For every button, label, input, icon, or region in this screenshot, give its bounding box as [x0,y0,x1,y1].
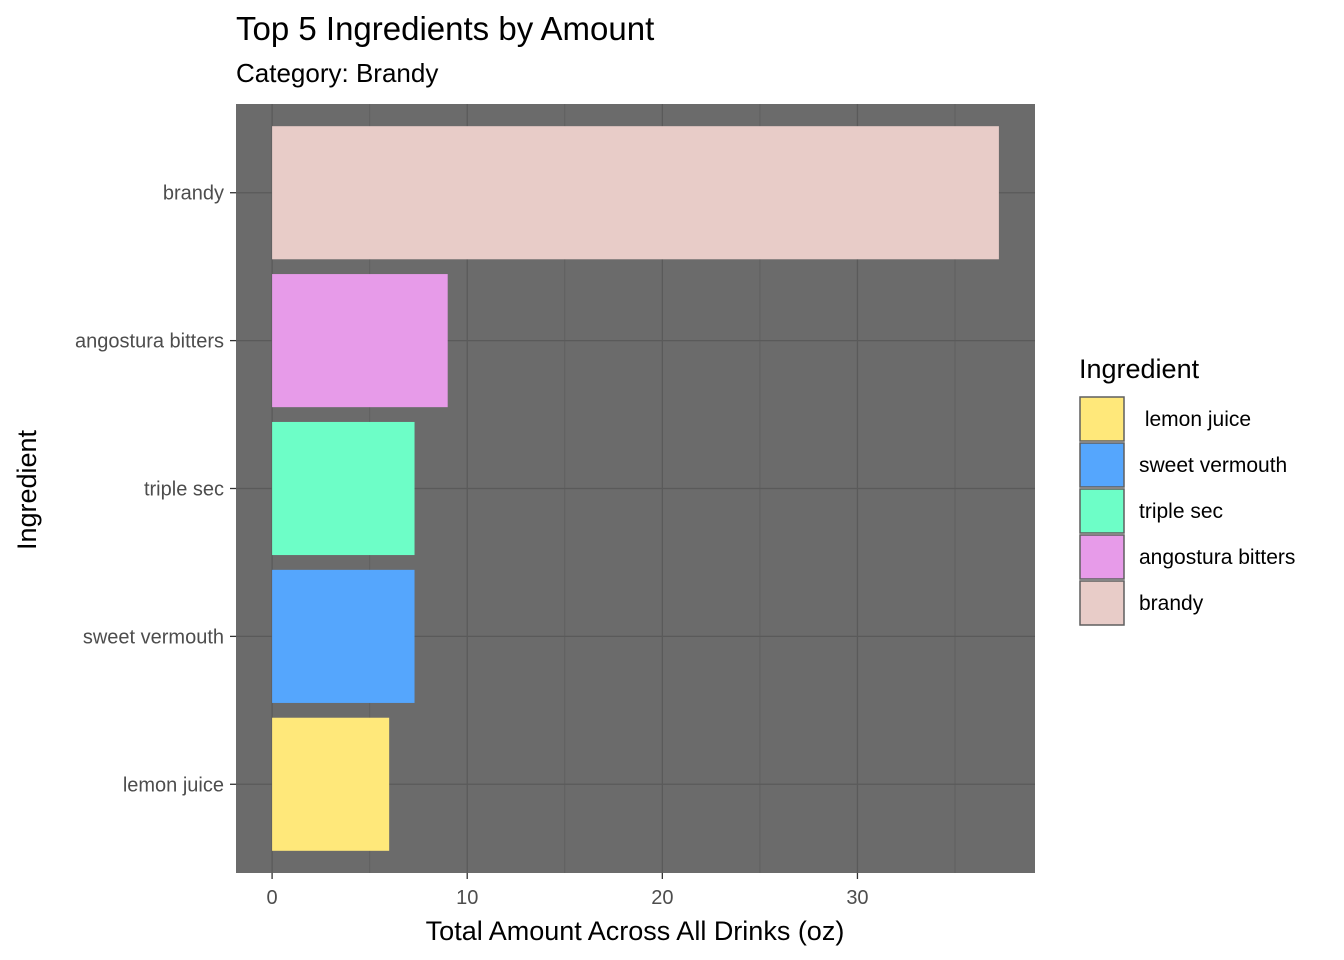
y-tick-label: brandy [163,183,224,205]
legend-label: angostura bitters [1139,546,1295,569]
y-tick-label: sweet vermouth [83,626,224,648]
bars [272,126,999,851]
x-tick-label: 20 [651,887,673,909]
legend-key-angostura-bitters [1079,534,1125,580]
legend-key-lemon-juice [1079,396,1125,442]
legend-label: lemon juice [1139,408,1251,431]
x-axis-title: Total Amount Across All Drinks (oz) [426,916,845,946]
legend: Ingredient lemon juice sweet vermouth trip… [1079,354,1295,626]
bar-triple-sec [272,421,415,556]
bar-brandy [272,126,999,260]
x-tick-label: 0 [267,887,278,909]
bar-lemon-juice [272,717,390,851]
legend-label: brandy [1139,592,1204,615]
legend-label: triple sec [1139,500,1223,523]
legend-title: Ingredient [1079,354,1200,384]
y-tick-label: lemon juice [123,774,224,796]
x-tick-label: 10 [456,887,478,909]
bar-sweet-vermouth [272,569,415,703]
legend-key-triple-sec [1079,488,1125,534]
y-axis: brandy angostura bitters triple sec sweet v… [75,183,236,796]
y-tick-label: angostura bitters [75,331,224,353]
chart-subtitle: Category: Brandy [236,58,438,88]
chart-title: Top 5 Ingredients by Amount [236,10,654,47]
bar-angostura-bitters [272,274,448,408]
legend-label: sweet vermouth [1139,454,1287,477]
y-axis-title: Ingredient [12,429,42,550]
x-axis: 0 10 20 30 [267,873,869,909]
y-tick-label: triple sec [144,479,224,501]
legend-key-sweet-vermouth [1079,442,1125,488]
x-tick-label: 30 [846,887,868,909]
legend-key-brandy [1079,580,1125,626]
